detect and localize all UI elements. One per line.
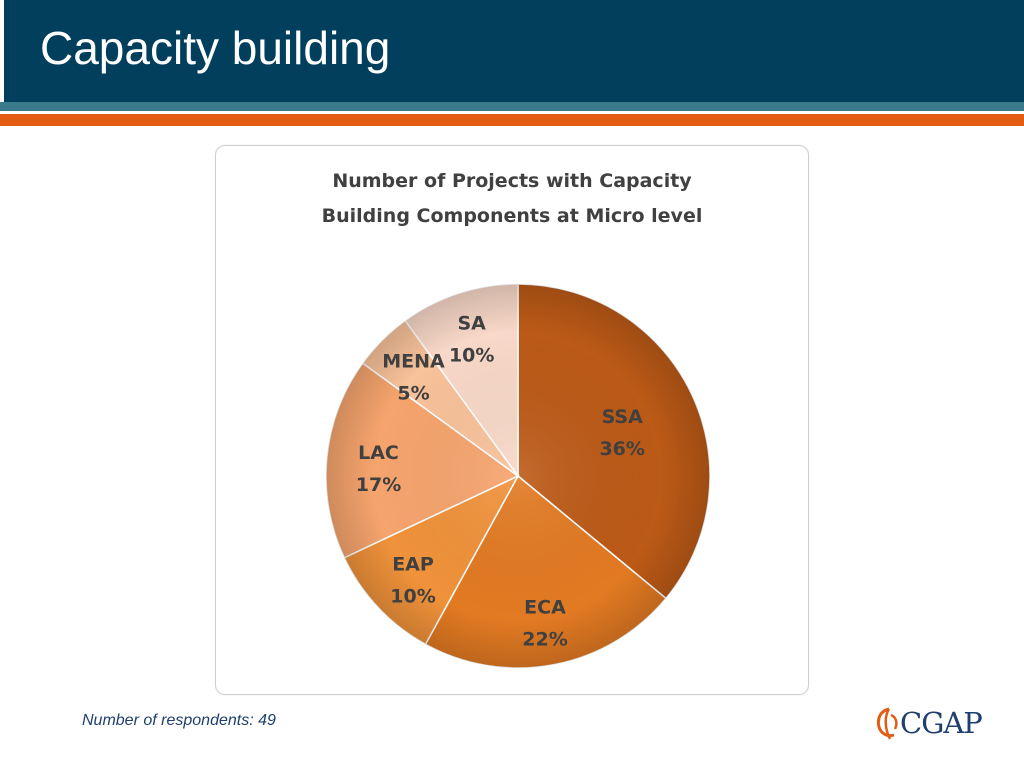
slide-title: Capacity building [40,22,391,74]
pie-label-name: MENA [382,351,445,373]
chart-title-line: Number of Projects with Capacity [332,170,692,192]
chart-panel: SSA 36% ECA 22% EAP 10% LAC 17% MENA 5% SA 10% Numb… [215,145,809,695]
pie-label-mena: MENA 5% [382,351,445,405]
pie-labels: SSA 36% ECA 22% EAP 10% LAC 17% MENA 5% SA 10% [356,313,645,651]
header-bar [0,0,1024,102]
pie-label-name: SSA [602,406,644,428]
cgap-logo-icon [876,707,898,740]
chart-title-line: Building Components at Micro level [321,205,703,227]
cgap-logo-text: CGAP [900,706,983,740]
pie-label-percent: 10% [449,345,494,367]
pie-label-percent: 10% [390,586,435,608]
cgap-logo: CGAP [876,703,996,743]
accent-stripe-teal [0,102,1024,111]
pie-label-eap: EAP 10% [390,554,435,608]
pie-label-ssa: SSA 36% [599,406,644,460]
accent-stripe-gap [0,111,1024,114]
header-left-edge [0,0,4,102]
pie-label-eca: ECA 22% [522,596,567,650]
pie-label-name: EAP [392,554,434,576]
respondents-footnote: Number of respondents: 49 [82,712,276,729]
pie-label-percent: 17% [356,474,401,496]
pie-label-name: ECA [524,596,566,618]
chart-title: Number of Projects with Capacity Buildin… [216,164,808,234]
pie-label-name: LAC [358,442,399,464]
pie-label-name: SA [458,313,487,335]
pie-label-percent: 5% [397,383,429,405]
pie-label-lac: LAC 17% [356,442,401,496]
pie-label-sa: SA 10% [449,313,494,367]
pie-label-percent: 22% [522,628,567,650]
pie-label-percent: 36% [599,438,644,460]
accent-stripe-orange [0,114,1024,126]
